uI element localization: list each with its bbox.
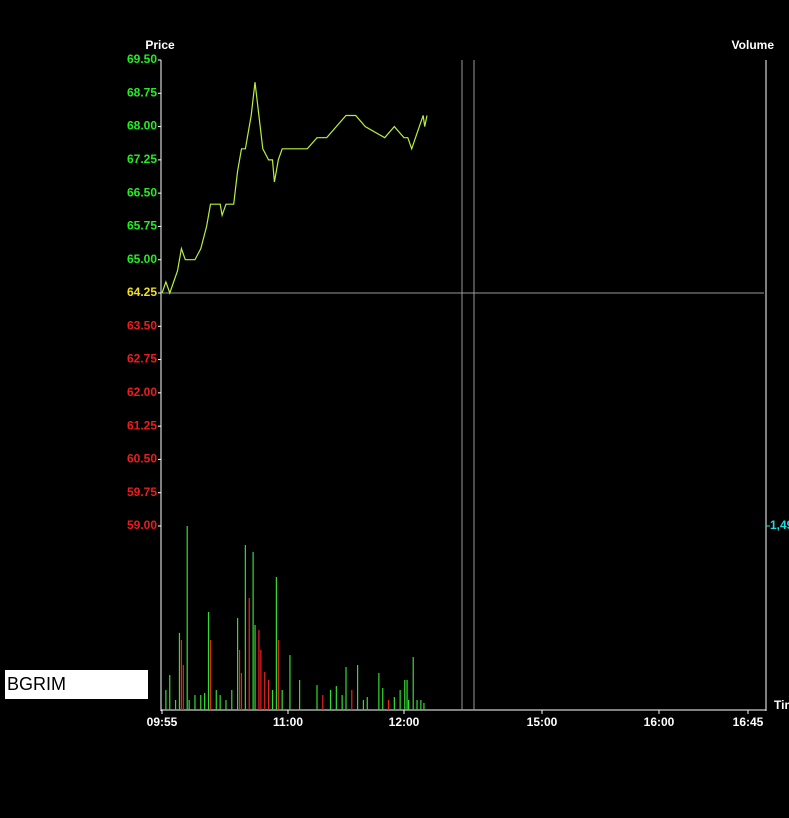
y-tick-label: 60.50 (127, 452, 157, 466)
y2-axis-label: Volume (732, 38, 775, 52)
y-tick-label: 67.25 (127, 152, 157, 166)
x-tick-label: 16:45 (733, 715, 764, 729)
y-tick-label: 69.50 (127, 52, 157, 66)
y-tick-label: 61.25 (127, 418, 157, 432)
x-tick-label: 09:55 (147, 715, 178, 729)
x-axis-label: Tim (774, 698, 789, 712)
y-tick-label: 68.00 (127, 119, 157, 133)
x-tick-label: 15:00 (527, 715, 558, 729)
x-tick-label: 12:00 (389, 715, 420, 729)
x-tick-label: 11:00 (273, 715, 303, 729)
y-tick-label: 59.75 (127, 485, 157, 499)
x-tick-label: 16:00 (644, 715, 675, 729)
y-tick-label: 66.50 (127, 185, 157, 199)
y-tick-label: 68.75 (127, 85, 157, 99)
price-line (161, 82, 428, 295)
y-tick-label: 64.25 (127, 285, 157, 299)
symbol-box: BGRIM (5, 670, 148, 699)
y-tick-label: 62.00 (127, 385, 157, 399)
y-axis-label: Price (145, 38, 175, 52)
y-tick-label: 65.75 (127, 219, 157, 233)
y-tick-label: 62.75 (127, 352, 157, 366)
y-tick-label: 59.00 (127, 518, 157, 532)
y-tick-label: 63.50 (127, 318, 157, 332)
y2-tick-label: 1,49 (770, 518, 789, 532)
y-tick-label: 65.00 (127, 252, 157, 266)
